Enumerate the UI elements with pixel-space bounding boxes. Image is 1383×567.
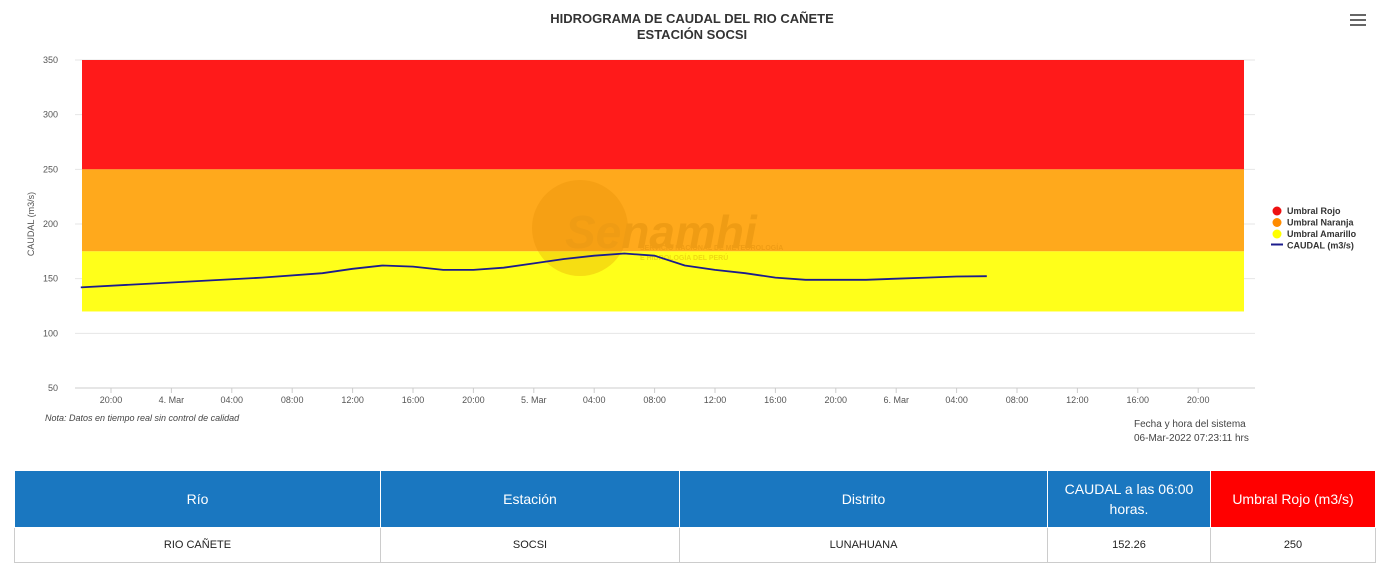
- x-tick-label: 04:00: [945, 395, 968, 405]
- watermark-line: E HIDROLOGÍA DEL PERÚ: [640, 253, 728, 262]
- x-tick-label: 04:00: [221, 395, 244, 405]
- band-umbral-rojo: [82, 60, 1244, 170]
- y-tick-label: 150: [43, 274, 58, 284]
- cell-rio: RIO CAÑETE: [14, 527, 381, 563]
- x-tick-label: 5. Mar: [521, 395, 547, 405]
- cell-caudal: 152.26: [1047, 527, 1211, 563]
- legend-entry: Umbral Amarillo: [1287, 229, 1357, 239]
- system-date-value: 06-Mar-2022 07:23:11 hrs: [1134, 433, 1249, 444]
- quality-note: Nota: Datos en tiempo real sin control d…: [45, 413, 240, 423]
- series-line-caudal: [80, 252, 987, 289]
- x-tick-label: 16:00: [1127, 395, 1150, 405]
- x-tick-label: 20:00: [100, 395, 123, 405]
- table-header-row: Río Estación Distrito CAUDAL a las 06:00…: [14, 470, 1376, 528]
- x-tick-label: 08:00: [281, 395, 304, 405]
- x-tick-label: 04:00: [583, 395, 606, 405]
- hydrograph-chart: HIDROGRAMA DE CAUDAL DEL RIO CAÑETE ESTAC…: [26, 11, 1368, 446]
- y-tick-label: 250: [43, 164, 58, 174]
- y-tick-label: 100: [43, 328, 58, 338]
- x-tick-label: 4. Mar: [159, 395, 185, 405]
- legend-entry: Umbral Naranja: [1287, 218, 1355, 228]
- band-umbral-amarillo: [82, 251, 1244, 312]
- x-tick-label: 16:00: [402, 395, 425, 405]
- y-tick-label: 200: [43, 219, 58, 229]
- legend-marker: [1272, 206, 1282, 216]
- header-rio: Río: [14, 470, 381, 528]
- y-axis-title: CAUDAL (m3/s): [26, 192, 36, 256]
- legend-entry: CAUDAL (m3/s): [1287, 241, 1354, 251]
- x-tick-label: 12:00: [1066, 395, 1089, 405]
- legend-entry: Umbral Rojo: [1287, 206, 1341, 216]
- watermark-sun-icon: [532, 180, 628, 276]
- legend-marker: [1272, 218, 1282, 227]
- cell-umbral-rojo: 250: [1210, 527, 1376, 563]
- x-tick-label: 20:00: [825, 395, 848, 405]
- x-tick-label: 12:00: [704, 395, 727, 405]
- x-tick-label: 20:00: [462, 395, 485, 405]
- y-tick-label: 350: [43, 55, 58, 65]
- system-date-label: Fecha y hora del sistema: [1134, 419, 1246, 430]
- cell-distrito: LUNAHUANA: [679, 527, 1048, 563]
- legend-marker: [1272, 229, 1282, 239]
- system-date: Fecha y hora del sistema 06-Mar-2022 07:…: [1134, 418, 1249, 446]
- x-tick-label: 08:00: [1006, 395, 1029, 405]
- cell-estacion: SOCSI: [380, 527, 680, 563]
- table-row: RIO CAÑETE SOCSI LUNAHUANA 152.26 250: [14, 527, 1376, 563]
- y-tick-label: 50: [48, 383, 58, 393]
- chart-svg: HIDROGRAMA DE CAUDAL DEL RIO CAÑETEESTAC…: [26, 11, 1357, 405]
- watermark-line: SERVICIO NACIONAL DE METEOROLOGÍA: [640, 243, 783, 252]
- y-tick-label: 300: [43, 110, 58, 120]
- header-umbral-rojo: Umbral Rojo (m3/s): [1210, 470, 1376, 528]
- x-tick-label: 6. Mar: [883, 395, 909, 405]
- x-tick-label: 16:00: [764, 395, 787, 405]
- x-tick-label: 08:00: [643, 395, 666, 405]
- header-estacion: Estación: [380, 470, 680, 528]
- watermark-brand: Senamhi: [565, 206, 758, 258]
- menu-icon[interactable]: [1348, 12, 1368, 30]
- chart-title: HIDROGRAMA DE CAUDAL DEL RIO CAÑETE: [550, 11, 834, 26]
- station-table: Río Estación Distrito CAUDAL a las 06:00…: [14, 470, 1376, 563]
- x-tick-label: 20:00: [1187, 395, 1210, 405]
- header-distrito: Distrito: [679, 470, 1048, 528]
- header-caudal: CAUDAL a las 06:00 horas.: [1047, 470, 1211, 528]
- x-tick-label: 12:00: [341, 395, 364, 405]
- band-umbral-naranja: [82, 169, 1244, 252]
- chart-subtitle: ESTACIÓN SOCSI: [637, 27, 747, 42]
